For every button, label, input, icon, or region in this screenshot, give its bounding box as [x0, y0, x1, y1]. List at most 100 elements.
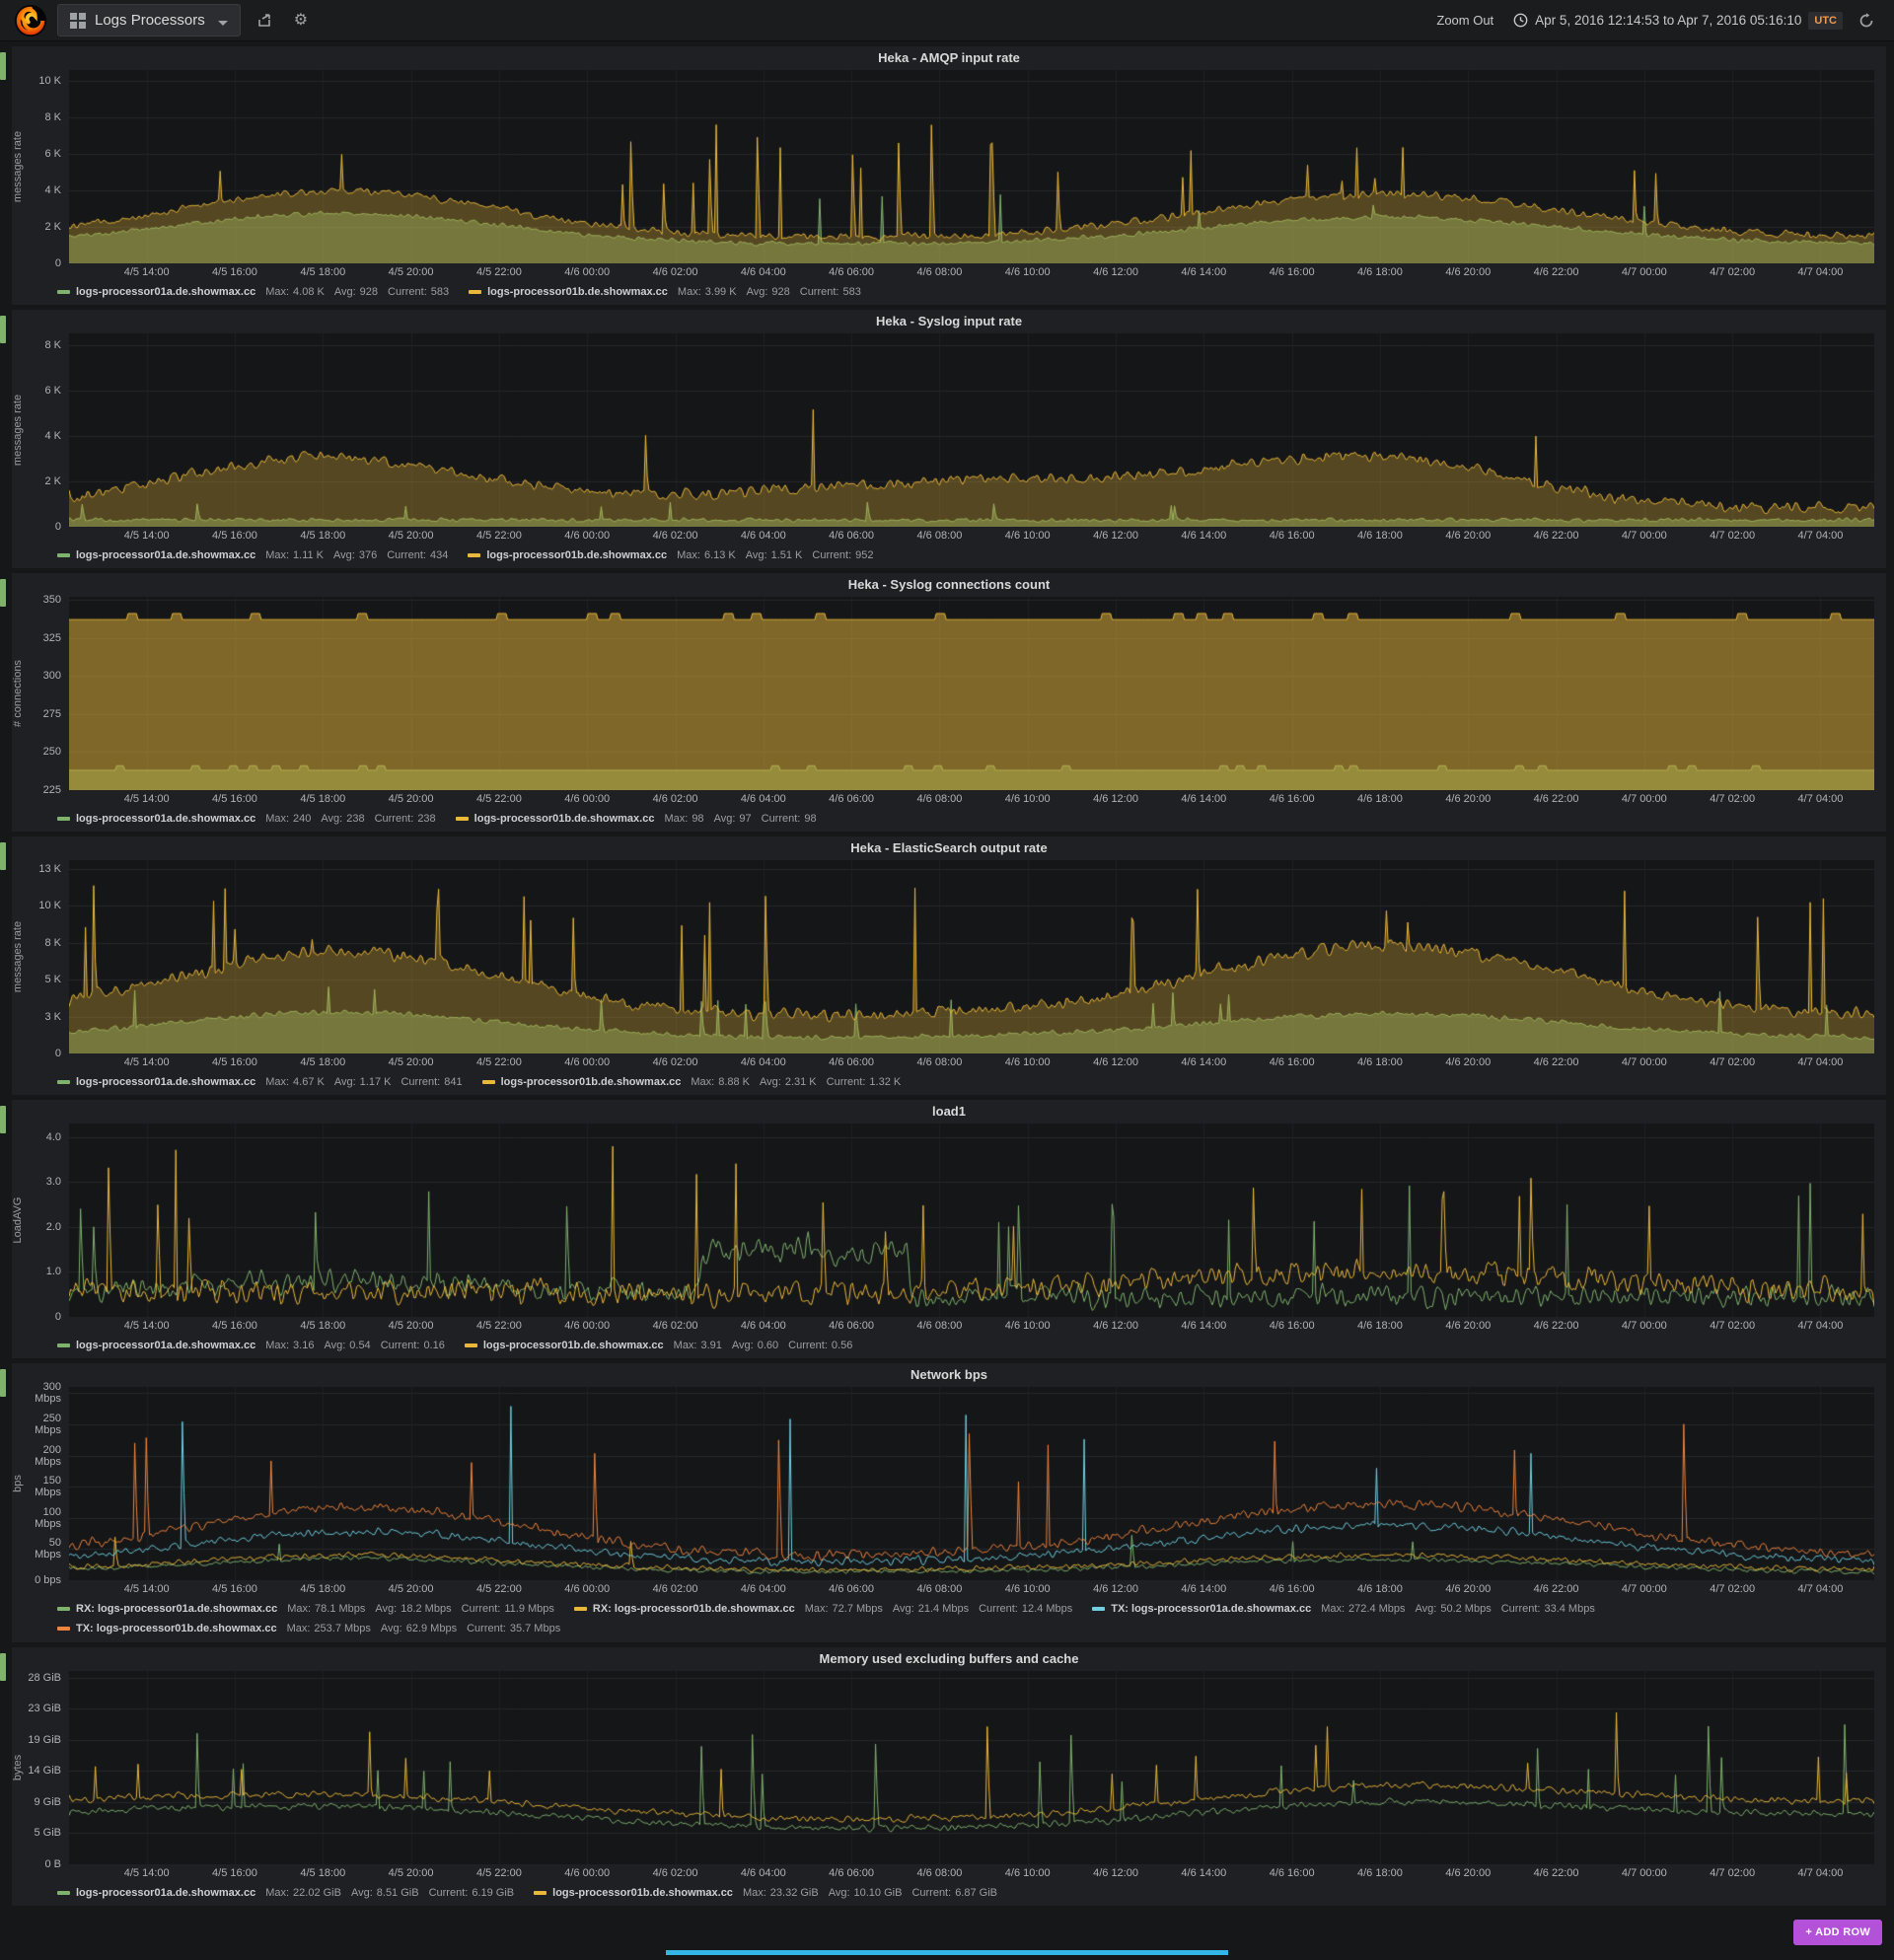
y-axis-tick-label: 10 K [38, 900, 61, 912]
legend-item[interactable]: logs-processor01a.de.showmax.cc Max: 240 Av… [57, 813, 436, 825]
x-axis-tick-label: 4/5 22:00 [475, 530, 522, 542]
legend-stat-key: Current: [826, 1076, 866, 1088]
series-color-dash [1092, 1607, 1106, 1611]
legend-item[interactable]: logs-processor01b.de.showmax.cc Max: 98 Avg… [455, 813, 817, 825]
series-name: logs-processor01b.de.showmax.cc [500, 1076, 682, 1088]
x-axis-tick-label: 4/7 04:00 [1797, 530, 1844, 542]
dashboard-title: Logs Processors [95, 12, 205, 29]
panel-title[interactable]: load1 [932, 1104, 966, 1119]
legend-item[interactable]: TX: logs-processor01b.de.showmax.cc Max: 2… [57, 1623, 560, 1634]
dashboard-selector[interactable]: Logs Processors [57, 4, 241, 36]
legend-item[interactable]: logs-processor01b.de.showmax.cc Max: 8.88 … [481, 1076, 901, 1088]
legend-stat-key: Avg: [892, 1603, 914, 1615]
legend-item[interactable]: logs-processor01b.de.showmax.cc Max: 6.13 … [468, 549, 874, 561]
panel-title[interactable]: Heka - AMQP input rate [878, 50, 1020, 65]
settings-button[interactable]: ⚙ [288, 9, 314, 33]
x-axis-tick-label: 4/6 02:00 [652, 530, 698, 542]
y-axis-tick-label: 50 Mbps [35, 1537, 61, 1561]
series-name: logs-processor01b.de.showmax.cc [487, 286, 668, 298]
row-collapse-tab[interactable] [0, 579, 6, 607]
row-collapse-tab[interactable] [0, 842, 6, 870]
legend-row: logs-processor01a.de.showmax.cc Max: 22.02… [57, 1884, 1886, 1902]
legend-item[interactable]: logs-processor01b.de.showmax.cc Max: 3.99 … [469, 286, 861, 298]
time-picker[interactable]: Apr 5, 2016 12:14:53 to Apr 7, 2016 05:1… [1513, 11, 1843, 30]
legend-item[interactable]: logs-processor01a.de.showmax.cc Max: 3.16 A… [57, 1340, 445, 1351]
panel-title[interactable]: Network bps [910, 1367, 987, 1382]
graph-canvas[interactable] [69, 333, 1874, 527]
x-axis-tick-label: 4/6 04:00 [740, 1583, 786, 1595]
refresh-button[interactable] [1853, 9, 1880, 33]
legend-item[interactable]: logs-processor01a.de.showmax.cc Max: 4.67 … [57, 1076, 463, 1088]
graph-canvas[interactable] [69, 860, 1874, 1053]
legend-stat-value: 272.4 Mbps [1348, 1603, 1406, 1615]
x-axis-tick-label: 4/6 18:00 [1357, 1583, 1403, 1595]
graph-canvas[interactable] [69, 1124, 1874, 1317]
legend-stat-value: 18.2 Mbps [401, 1603, 452, 1615]
y-axis-tick-label: 0 [54, 1048, 61, 1059]
legend-item[interactable]: RX: logs-processor01b.de.showmax.cc Max: 7… [573, 1603, 1072, 1615]
x-axis-tick-label: 4/5 18:00 [300, 1583, 346, 1595]
legend-item[interactable]: logs-processor01a.de.showmax.cc Max: 1.11 … [57, 549, 448, 561]
row-collapse-tab[interactable] [0, 1653, 6, 1681]
x-axis-tick-label: 4/5 14:00 [123, 1056, 170, 1068]
legend-item[interactable]: RX: logs-processor01a.de.showmax.cc Max: 7… [57, 1603, 554, 1615]
x-axis-tick-label: 4/6 16:00 [1269, 793, 1315, 805]
legend-stat-key: Avg: [746, 286, 768, 298]
x-axis-tick-label: 4/6 18:00 [1357, 793, 1403, 805]
row-collapse-tab[interactable] [0, 316, 6, 343]
legend-stat-value: 0.56 [831, 1340, 853, 1351]
x-axis-tick-label: 4/6 06:00 [829, 1056, 875, 1068]
x-axis-tick-label: 4/6 00:00 [564, 266, 611, 278]
panel-memory-used: Memory used excluding buffers and cache b… [0, 1647, 1886, 1906]
graph-canvas[interactable] [69, 1387, 1874, 1580]
grafana-logo-icon[interactable] [14, 4, 47, 37]
pulldown-handle[interactable] [666, 1950, 1228, 1955]
legend-stat-key: Max: [287, 1603, 312, 1615]
legend-stat-value: 23.32 GiB [769, 1887, 819, 1899]
legend-stat-key: Max: [265, 813, 290, 825]
row-collapse-tab[interactable] [0, 1106, 6, 1133]
y-axis-tick-label: 250 [42, 746, 61, 759]
panel-title[interactable]: Memory used excluding buffers and cache [819, 1651, 1079, 1666]
x-axis-tick-label: 4/6 16:00 [1269, 530, 1315, 542]
legend-item[interactable]: logs-processor01b.de.showmax.cc Max: 3.91 A… [464, 1340, 853, 1351]
legend-item[interactable]: TX: logs-processor01a.de.showmax.cc Max: 2… [1092, 1603, 1595, 1615]
x-axis-tick-label: 4/6 02:00 [652, 266, 698, 278]
series-color-dash [57, 1607, 70, 1611]
legend-stat-key: Max: [286, 1623, 311, 1634]
legend-stat-value: 21.4 Mbps [917, 1603, 970, 1615]
x-axis-tick-label: 4/6 00:00 [564, 1583, 611, 1595]
share-button[interactable] [251, 9, 278, 33]
add-row-button[interactable]: + ADD ROW [1793, 1920, 1882, 1945]
legend-item[interactable]: logs-processor01a.de.showmax.cc Max: 4.08 … [57, 286, 449, 298]
y-axis-tick-label: 2 K [44, 221, 61, 234]
x-axis-tick-label: 4/6 06:00 [829, 1583, 875, 1595]
x-axis-tick-label: 4/5 14:00 [123, 1320, 170, 1332]
legend-stat-key: Current: [380, 1340, 420, 1351]
x-axis-tick-label: 4/5 16:00 [212, 530, 257, 542]
legend-stat-value: 0.60 [757, 1340, 779, 1351]
y-axis-tick-label: 4 K [44, 184, 61, 197]
legend-stat-key: Max: [673, 1340, 697, 1351]
row-collapse-tab[interactable] [0, 52, 6, 80]
graph-canvas[interactable] [69, 597, 1874, 790]
series-name: TX: logs-processor01b.de.showmax.cc [76, 1623, 277, 1634]
legend-stat-key: Max: [664, 813, 689, 825]
legend-stat-key: Avg: [380, 1623, 402, 1634]
legend-item[interactable]: logs-processor01a.de.showmax.cc Max: 22.02… [57, 1887, 514, 1899]
x-axis-tick-label: 4/6 22:00 [1533, 793, 1579, 805]
x-axis-tick-label: 4/6 18:00 [1357, 1056, 1403, 1068]
row-collapse-tab[interactable] [0, 1369, 6, 1397]
zoom-out-button[interactable]: Zoom Out [1426, 7, 1503, 34]
panel-title[interactable]: Heka - Syslog input rate [875, 314, 1023, 328]
panel-title[interactable]: Heka - Syslog connections count [847, 577, 1051, 592]
graph-canvas[interactable] [69, 1671, 1874, 1864]
panel-title[interactable]: Heka - ElasticSearch output rate [850, 840, 1048, 855]
x-axis-tick-label: 4/6 20:00 [1445, 530, 1492, 542]
legend-stat-key: Avg: [350, 1887, 373, 1899]
graph-canvas[interactable] [69, 70, 1874, 263]
legend-item[interactable]: logs-processor01b.de.showmax.cc Max: 23.32… [534, 1887, 997, 1899]
x-axis-tick-label: 4/5 20:00 [388, 1583, 434, 1595]
